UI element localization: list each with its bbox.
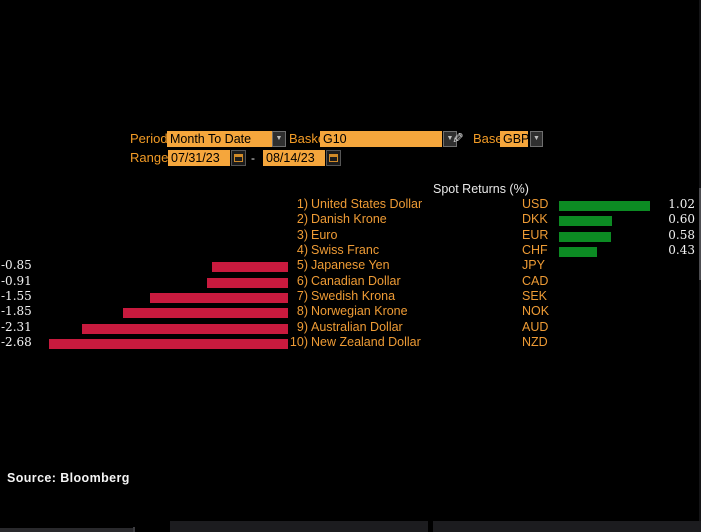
return-bar — [559, 216, 612, 226]
currency-code: AUD — [522, 320, 549, 334]
return-bar — [559, 201, 650, 211]
edit-pencil-icon[interactable]: ✎ — [452, 130, 464, 146]
currency-name: Canadian Dollar — [311, 274, 401, 288]
range-end-calendar-button[interactable] — [326, 150, 341, 166]
return-value: 1.02 — [668, 197, 695, 211]
rank-label: 5) — [296, 258, 308, 272]
chart-row[interactable]: 9) Australian Dollar AUD -2.31 — [0, 320, 701, 335]
return-bar — [207, 278, 288, 288]
return-value: -0.85 — [1, 258, 32, 272]
chart-row[interactable]: 5) Japanese Yen JPY -0.85 — [0, 258, 701, 273]
basket-label: Basket — [289, 131, 329, 146]
currency-code: JPY — [522, 258, 545, 272]
currency-name: Australian Dollar — [311, 320, 403, 334]
chart-row[interactable]: 10) New Zealand Dollar NZD -2.68 — [0, 335, 701, 350]
range-separator: - — [251, 151, 255, 165]
return-bar — [559, 232, 611, 242]
currency-name: Japanese Yen — [311, 258, 390, 272]
chart-row[interactable]: 8) Norwegian Krone NOK -1.85 — [0, 304, 701, 319]
basket-select[interactable]: G10 — [320, 131, 442, 147]
rank-label: 9) — [296, 320, 308, 334]
bottom-bar-divider — [133, 527, 135, 532]
rank-label: 1) — [296, 197, 308, 211]
period-select[interactable]: Month To Date — [167, 131, 272, 147]
return-bar — [559, 247, 597, 257]
currency-code: EUR — [522, 228, 549, 242]
chart-row[interactable]: 2) Danish Krone DKK 0.60 — [0, 212, 701, 227]
spot-returns-chart: 1) United States Dollar USD 1.02 2) Danish Kr… — [0, 197, 701, 357]
chart-row[interactable]: 6) Canadian Dollar CAD -0.91 — [0, 274, 701, 289]
range-label: Range — [130, 150, 169, 165]
calendar-icon — [329, 154, 338, 162]
currency-name: New Zealand Dollar — [311, 335, 421, 349]
rank-label: 4) — [296, 243, 308, 257]
chevron-down-icon: ▼ — [446, 135, 454, 142]
currency-code: USD — [522, 197, 549, 211]
rank-label: 8) — [296, 304, 308, 318]
chart-row[interactable]: 4) Swiss Franc CHF 0.43 — [0, 243, 701, 258]
chart-row[interactable]: 7) Swedish Krona SEK -1.55 — [0, 289, 701, 304]
currency-code: CHF — [522, 243, 548, 257]
bottom-bar-segment — [0, 528, 133, 532]
return-bar — [82, 324, 288, 334]
rank-label: 7) — [296, 289, 308, 303]
currency-code: NOK — [522, 304, 550, 318]
rank-label: 10) — [289, 335, 308, 349]
currency-name: Swiss Franc — [311, 243, 380, 257]
calendar-icon — [234, 154, 243, 162]
return-value: -2.31 — [1, 320, 32, 334]
scrollbar-thumb[interactable] — [699, 188, 701, 280]
chevron-down-icon: ▼ — [275, 135, 283, 142]
currency-code: DKK — [522, 212, 548, 226]
rank-label: 6) — [296, 274, 308, 288]
chart-title: Spot Returns (%) — [433, 182, 529, 196]
chart-row[interactable]: 3) Euro EUR 0.58 — [0, 228, 701, 243]
bottom-bar-segment — [433, 521, 701, 532]
return-value: -2.68 — [1, 335, 32, 349]
rank-label: 2) — [296, 212, 308, 226]
range-end-input[interactable]: 08/14/23 — [263, 150, 325, 166]
return-value: 0.58 — [668, 228, 695, 242]
range-start-calendar-button[interactable] — [231, 150, 246, 166]
chevron-down-icon: ▼ — [533, 135, 540, 142]
return-bar — [150, 293, 288, 303]
return-value: -0.91 — [1, 274, 32, 288]
base-dropdown-button[interactable]: ▼ — [530, 131, 543, 147]
currency-name: United States Dollar — [311, 197, 423, 211]
rank-label: 3) — [296, 228, 308, 242]
return-bar — [123, 308, 288, 318]
basket-dropdown-button[interactable]: ▼ — [443, 131, 457, 147]
bottom-bar-segment — [170, 521, 428, 532]
currency-name: Euro — [311, 228, 338, 242]
period-dropdown-button[interactable]: ▼ — [272, 131, 286, 147]
currency-name: Norwegian Krone — [311, 304, 408, 318]
return-bar — [49, 339, 288, 349]
currency-code: SEK — [522, 289, 548, 303]
base-select[interactable]: GBP — [500, 131, 528, 147]
base-label: Base — [473, 131, 503, 146]
return-value: 0.60 — [668, 212, 695, 226]
return-bar — [212, 262, 288, 272]
range-start-input[interactable]: 07/31/23 — [168, 150, 230, 166]
currency-code: NZD — [522, 335, 548, 349]
return-value: 0.43 — [668, 243, 695, 257]
currency-name: Danish Krone — [311, 212, 387, 226]
currency-name: Swedish Krona — [311, 289, 396, 303]
currency-code: CAD — [522, 274, 549, 288]
period-label: Period — [130, 131, 168, 146]
chart-row[interactable]: 1) United States Dollar USD 1.02 — [0, 197, 701, 212]
source-attribution: Source: Bloomberg — [7, 471, 130, 485]
return-value: -1.55 — [1, 289, 32, 303]
return-value: -1.85 — [1, 304, 32, 318]
